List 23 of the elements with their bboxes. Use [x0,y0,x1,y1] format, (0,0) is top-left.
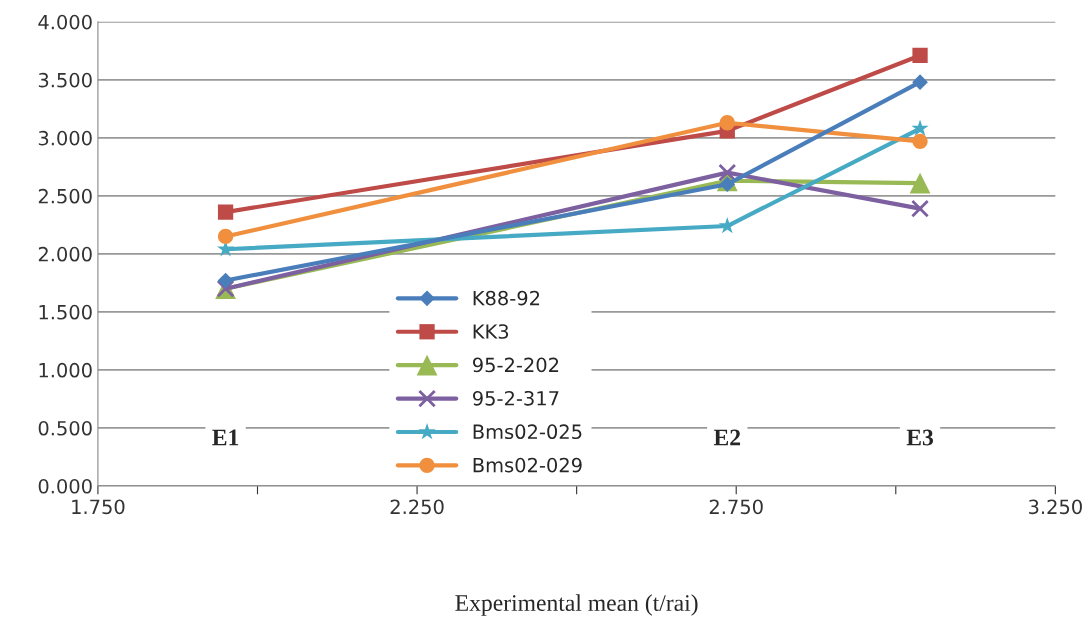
x-tick-label: 1.750 [72,499,125,515]
annotation: E1 [212,429,239,446]
y-tick-label: 2.500 [38,188,92,204]
legend-label: K88-92 [473,290,540,306]
y-tick-label: 1.500 [39,304,92,320]
x-tick-label: 3.250 [1029,499,1082,515]
y-tick-label: 4.000 [38,14,92,30]
y-tick-label: 0.000 [38,478,92,494]
x-axis-title: Experimental mean (t/rai) [455,594,698,616]
x-tick-label: 2.750 [709,499,763,515]
y-tick-label: 3.500 [38,72,92,88]
y-tick-label: 1.000 [39,362,92,378]
legend-label: KK3 [473,324,509,339]
legend-label: Bms02-029 [473,457,582,473]
y-tick-label: 2.000 [38,246,92,262]
legend-label: 95-2-202 [473,357,559,373]
y-tick-label: 3.000 [38,130,92,146]
annotation: E2 [713,429,741,446]
y-tick-label: 0.500 [38,420,92,436]
legend-label: 95-2-317 [473,390,559,406]
x-tick-label: 2.250 [390,499,444,515]
annotation: E3 [906,429,934,446]
legend-label: Bms02-025 [473,424,582,440]
